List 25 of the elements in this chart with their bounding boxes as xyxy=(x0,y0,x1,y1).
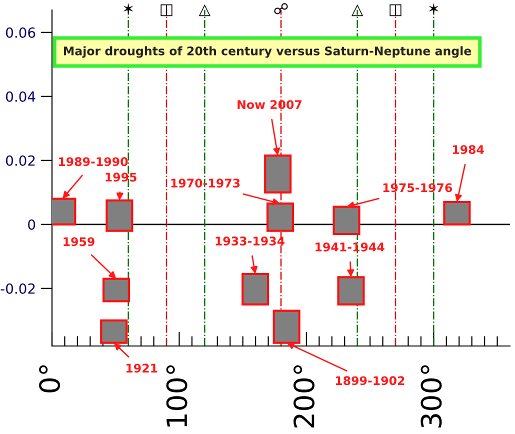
ref-line-label: △ xyxy=(352,4,364,16)
y-tick-label: 0.06 xyxy=(6,27,36,38)
annotation: 1899-1902 xyxy=(336,376,404,386)
annotation: 1975-1976 xyxy=(383,183,452,192)
y-tick-label: 0.04 xyxy=(6,91,36,102)
text: Major droughts of 20th century versus Saturn-Neptune angle xyxy=(64,46,472,58)
ref-line-label: ◫ xyxy=(390,4,402,16)
ref-line-label: ✶ xyxy=(428,2,439,14)
ref-line-label: △ xyxy=(198,4,210,16)
x-tick-label: 200° xyxy=(293,365,315,428)
annotation: 1984 xyxy=(452,145,484,154)
x-tick-label: 0° xyxy=(39,365,60,392)
annotation: 1989-1990 xyxy=(59,157,128,166)
annotation: 1995 xyxy=(106,172,136,182)
y-tick-label: -0.02 xyxy=(0,283,35,294)
x-tick-label: 300° xyxy=(420,365,442,428)
x-tick-label: 100° xyxy=(166,365,188,427)
annotation: 1933-1934 xyxy=(216,236,285,246)
annotation: 1959 xyxy=(64,237,94,246)
ref-line-label: ✶ xyxy=(123,2,134,14)
ref-line-label: ◫ xyxy=(160,4,172,16)
y-tick-label: 0 xyxy=(28,219,36,230)
annotation: 1921 xyxy=(126,364,158,373)
y-tick-label: 0.02 xyxy=(6,155,35,166)
ref-line-label: ☍ xyxy=(274,3,288,14)
